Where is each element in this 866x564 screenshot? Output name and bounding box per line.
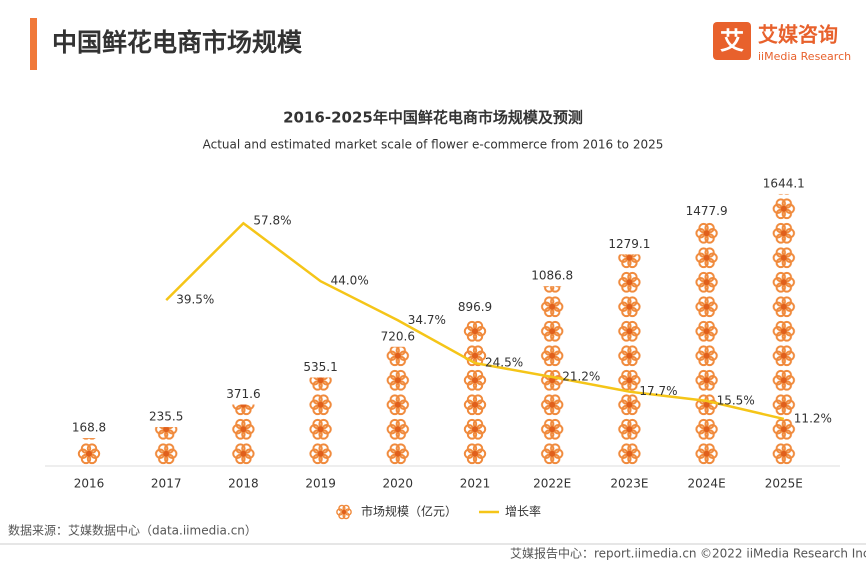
bar-label: 896.9 <box>458 300 492 314</box>
x-tick-label: 2022E <box>533 477 571 491</box>
legend-label: 市场规模（亿元） <box>361 504 457 519</box>
legend-label: 增长率 <box>505 504 541 519</box>
x-tick-label: 2019 <box>305 477 336 491</box>
petal <box>338 504 346 513</box>
x-tick-label: 2017 <box>151 477 182 491</box>
x-tick-label: 2023E <box>610 477 648 491</box>
legend-swatch <box>336 504 352 520</box>
page-title: 中国鲜花电商市场规模 <box>52 28 303 57</box>
line-label: 24.5% <box>485 356 523 370</box>
logo-name: 艾媒咨询 <box>758 23 838 47</box>
footer-report: 艾媒报告中心：report.iimedia.cn <box>510 546 697 561</box>
x-tick-label: 2021 <box>460 477 491 491</box>
line-label: 21.2% <box>562 369 600 383</box>
logo-sub: iiMedia Research <box>758 50 851 63</box>
bar <box>693 221 720 466</box>
logo-mark: 艾 <box>720 27 744 55</box>
bar <box>307 377 334 466</box>
bar <box>230 404 257 466</box>
footer-copyright: ©2022 iiMedia Research Inc <box>700 547 866 561</box>
flower-center <box>341 509 347 515</box>
bar <box>384 346 411 466</box>
bar-label: 235.5 <box>149 410 183 424</box>
bar-label: 1086.8 <box>531 269 573 283</box>
petal <box>342 511 350 520</box>
chart-subtitle: Actual and estimated market scale of flo… <box>203 138 664 152</box>
x-tick-label: 2024E <box>688 477 726 491</box>
line-label: 15.5% <box>717 393 755 407</box>
x-tick-label: 2018 <box>228 477 259 491</box>
bar-label: 720.6 <box>381 329 415 343</box>
bar-label: 168.8 <box>72 421 106 435</box>
bar-label: 1644.1 <box>763 176 805 190</box>
line-label: 57.8% <box>253 214 291 228</box>
bar <box>770 193 797 466</box>
bar <box>153 427 180 466</box>
bar-label: 1279.1 <box>608 237 650 251</box>
line-label: 44.0% <box>331 274 369 288</box>
line-label: 39.5% <box>176 293 214 307</box>
chart-title: 2016-2025年中国鲜花电商市场规模及预测 <box>283 109 583 127</box>
growth-line <box>165 221 785 421</box>
bar <box>462 317 488 466</box>
header-accent <box>30 18 37 70</box>
logo-box <box>713 22 751 60</box>
x-tick-label: 2016 <box>74 477 105 491</box>
petal <box>338 511 346 520</box>
x-tick-label: 2020 <box>383 477 414 491</box>
line-label: 17.7% <box>639 384 677 398</box>
bar-label: 535.1 <box>303 360 337 374</box>
source: 数据来源：艾媒数据中心（data.iimedia.cn） <box>8 523 257 538</box>
x-tick-label: 2025E <box>765 477 803 491</box>
bar-label: 1477.9 <box>686 204 728 218</box>
line-label: 34.7% <box>408 313 446 327</box>
bar-label: 371.6 <box>226 387 260 401</box>
line-label: 11.2% <box>794 411 832 425</box>
bar <box>76 438 102 466</box>
petal <box>342 504 350 513</box>
bar <box>616 254 643 466</box>
